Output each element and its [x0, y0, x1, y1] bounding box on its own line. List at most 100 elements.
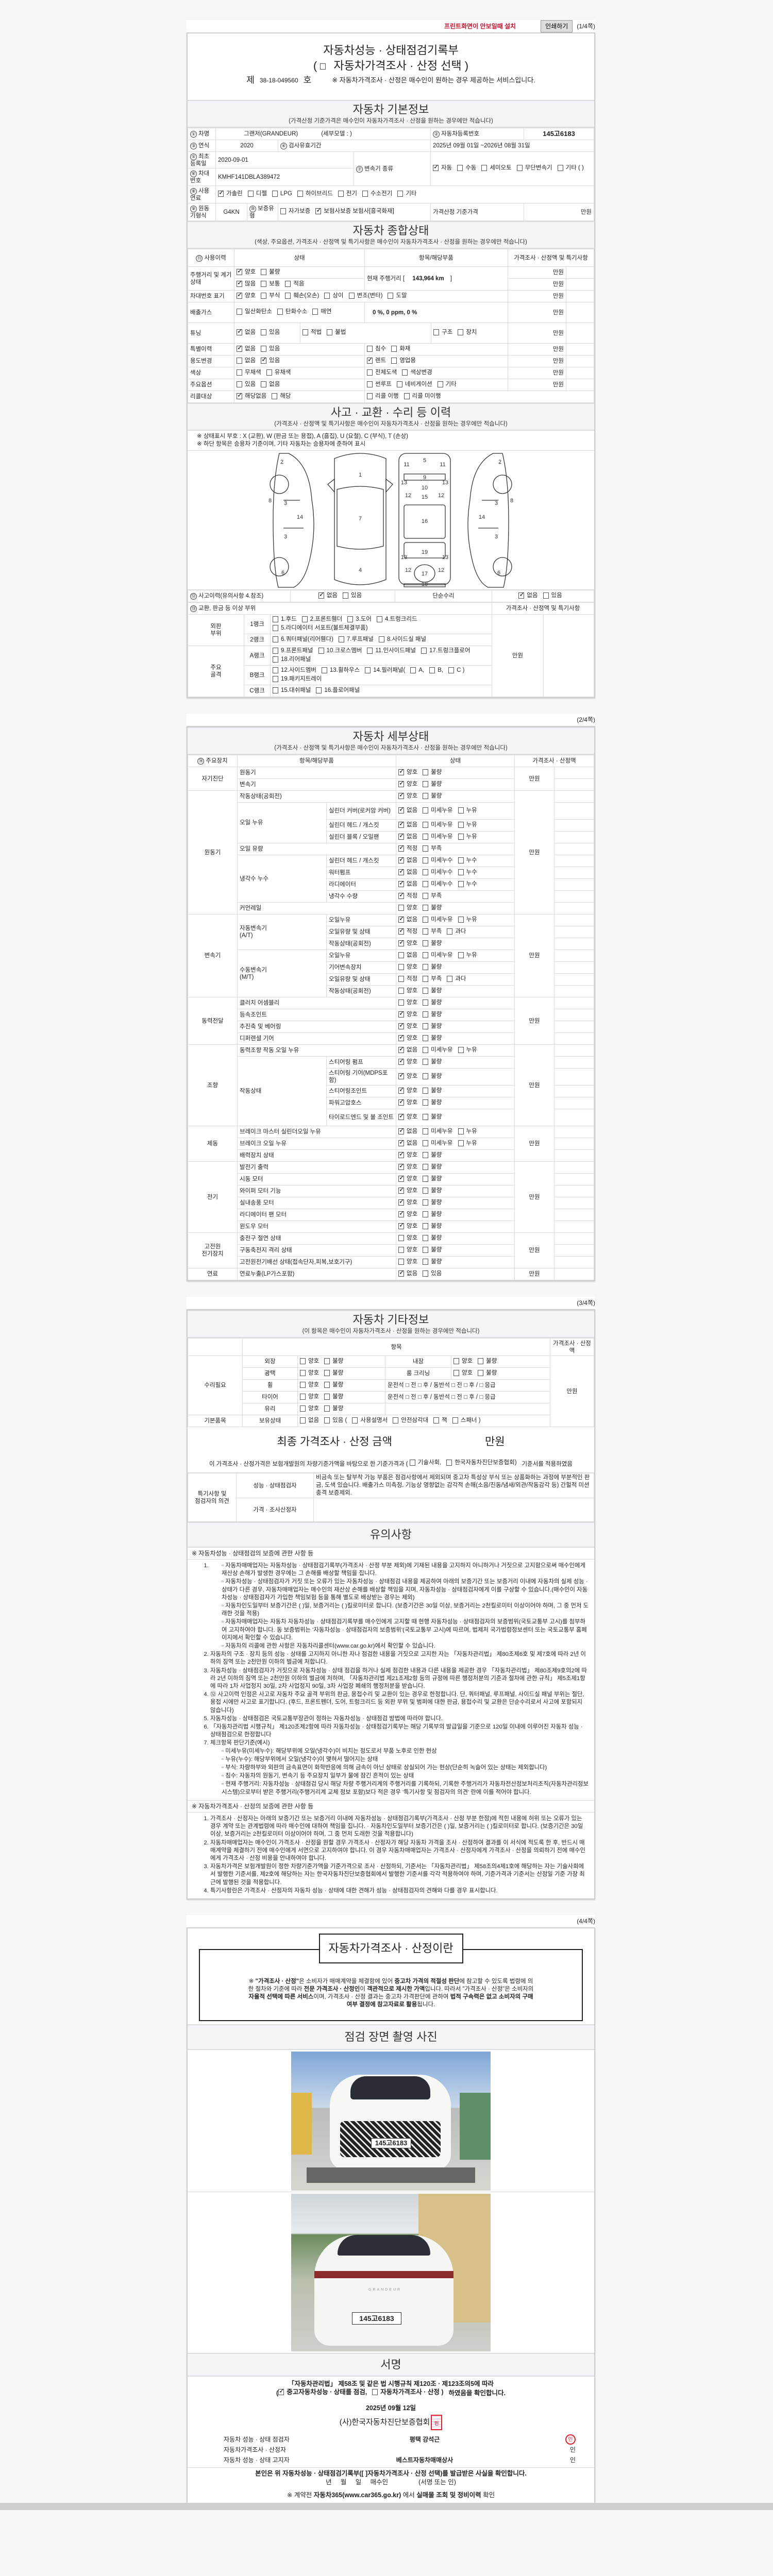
checkbox-option[interactable]: 불량 [423, 792, 442, 800]
checkbox-option[interactable]: 양호 [398, 1072, 417, 1080]
checkbox-option[interactable]: 색상변경 [402, 369, 432, 376]
checkbox-option[interactable]: 불량 [423, 1234, 442, 1242]
checkbox-option[interactable]: 부족 [423, 845, 442, 852]
checkbox-option[interactable]: 적음 [285, 280, 305, 287]
checkbox-option[interactable]: 양호 [398, 1086, 417, 1094]
checkbox-option[interactable]: 불량 [324, 1381, 343, 1388]
checkbox-option[interactable]: 부족 [423, 892, 442, 900]
checkbox-option[interactable]: 양호 [237, 291, 256, 299]
checkbox-option[interactable]: 탄화수소 [277, 308, 307, 315]
checkbox-option[interactable]: 많음 [237, 279, 256, 287]
checkbox-option[interactable]: 불량 [423, 1058, 442, 1065]
checkbox-option[interactable]: 양호 [398, 791, 417, 800]
price-select-checkbox[interactable] [320, 63, 328, 70]
checkbox-icon[interactable] [261, 292, 267, 299]
checked-box-icon[interactable] [398, 1127, 405, 1134]
checkbox-icon[interactable] [367, 369, 373, 376]
checkbox-option[interactable]: 없음 [237, 344, 256, 352]
checkbox-option[interactable]: 불량 [324, 1405, 343, 1412]
checkbox-option[interactable]: 장치 [458, 329, 477, 336]
checkbox-option[interactable]: 불량 [261, 268, 280, 276]
checkbox-icon[interactable] [398, 987, 404, 994]
checkbox-option[interactable]: 양호 [398, 768, 417, 776]
checkbox-icon[interactable] [433, 1417, 440, 1423]
checked-box-icon[interactable] [398, 832, 405, 840]
checkbox-option[interactable]: 불량 [423, 1011, 442, 1018]
checkbox-icon[interactable] [324, 1417, 330, 1423]
checkbox-icon[interactable] [237, 381, 242, 387]
checkbox-option[interactable]: 잭 [433, 1417, 447, 1424]
checkbox-option[interactable]: 불량 [423, 1199, 442, 1206]
checkbox-icon[interactable] [261, 280, 267, 287]
checkbox-option[interactable]: 누유 [458, 1128, 477, 1135]
checkbox-icon[interactable] [423, 940, 429, 946]
checkbox-icon[interactable] [423, 1128, 429, 1134]
checkbox-option[interactable]: 8.사이드실 패널 [378, 636, 426, 643]
checkbox-option[interactable]: 누유 [458, 1046, 477, 1054]
checked-box-icon[interactable] [398, 1210, 405, 1217]
checked-box-icon[interactable] [398, 915, 405, 923]
checkbox-icon[interactable] [398, 975, 404, 982]
checkbox-icon[interactable] [423, 1035, 429, 1041]
checkbox-option[interactable]: 15.대쉬패널 [273, 687, 311, 694]
checkbox-option[interactable]: 없음 [398, 868, 417, 876]
checkbox-option[interactable]: 양호 [300, 1381, 319, 1388]
checkbox-option[interactable]: 불량 [423, 1223, 442, 1230]
checkbox-option[interactable]: 훼손(오손) [285, 292, 319, 299]
checkbox-option[interactable]: 없음 [398, 806, 417, 814]
checkbox-option[interactable]: 리콜 미이행 [404, 393, 441, 400]
checked-box-icon[interactable] [318, 591, 325, 599]
checkbox-icon[interactable] [273, 667, 278, 673]
checkbox-icon[interactable] [367, 647, 373, 654]
checkbox-option[interactable]: 상이 [324, 292, 344, 299]
checkbox-option[interactable]: 불량 [423, 1099, 442, 1106]
checkbox-option[interactable]: 양호 [398, 1258, 417, 1265]
checkbox-option[interactable]: 불량 [423, 1151, 442, 1159]
checkbox-option[interactable]: 불량 [478, 1358, 497, 1365]
checkbox-option[interactable]: C ) [448, 667, 464, 674]
checkbox-option[interactable]: 없음 [398, 1269, 417, 1277]
checkbox-icon[interactable] [272, 191, 278, 197]
checkbox-icon[interactable] [280, 208, 286, 214]
checkbox-option[interactable]: 하이브리드 [297, 190, 333, 197]
checkbox-icon[interactable] [261, 345, 267, 352]
checkbox-option[interactable]: 양호 [398, 779, 417, 788]
checkbox-option[interactable]: 불량 [423, 781, 442, 788]
checkbox-option[interactable]: 일산화탄소 [237, 308, 272, 315]
checkbox-option[interactable]: 양호 [300, 1369, 319, 1377]
checkbox-option[interactable]: 가솔린 [218, 189, 243, 197]
checkbox-icon[interactable] [423, 952, 429, 958]
checkbox-option[interactable]: 부식 [261, 292, 280, 299]
checkbox-icon[interactable] [423, 1246, 429, 1253]
checked-box-icon[interactable] [398, 1186, 405, 1194]
checkbox-option[interactable]: 불량 [423, 963, 442, 971]
checkbox-icon[interactable] [273, 675, 278, 682]
checkbox-icon[interactable] [421, 647, 427, 654]
checkbox-icon[interactable] [423, 892, 429, 899]
checked-box-icon[interactable] [237, 344, 243, 352]
checkbox-icon[interactable] [457, 165, 463, 171]
checked-box-icon[interactable] [398, 879, 405, 887]
checkbox-option[interactable]: 양호 [453, 1358, 473, 1365]
checkbox-icon[interactable] [388, 292, 394, 299]
checkbox-icon[interactable] [423, 1187, 429, 1194]
checkbox-icon[interactable] [423, 833, 429, 840]
checkbox-icon[interactable] [273, 687, 278, 693]
checkbox-icon[interactable] [423, 1223, 429, 1229]
checkbox-option[interactable]: 수소전기 [362, 190, 392, 197]
checkbox-icon[interactable] [285, 280, 291, 287]
checkbox-option[interactable]: 불량 [423, 1175, 442, 1182]
checkbox-icon[interactable] [423, 857, 429, 863]
checkbox-icon[interactable] [237, 369, 242, 376]
checkbox-option[interactable]: 양호 [398, 1033, 417, 1042]
checkbox-option[interactable]: 누유 [458, 952, 477, 959]
checked-box-icon[interactable] [398, 1269, 405, 1277]
checked-box-icon[interactable] [433, 163, 439, 171]
checked-box-icon[interactable] [398, 1098, 405, 1106]
checkbox-icon[interactable] [300, 1358, 306, 1364]
checkbox-icon[interactable] [301, 616, 308, 622]
checkbox-option[interactable]: 해당없음 [237, 392, 266, 400]
checkbox-icon[interactable] [398, 1234, 404, 1241]
checkbox-icon[interactable] [447, 975, 453, 982]
checked-box-icon[interactable] [398, 1150, 405, 1158]
